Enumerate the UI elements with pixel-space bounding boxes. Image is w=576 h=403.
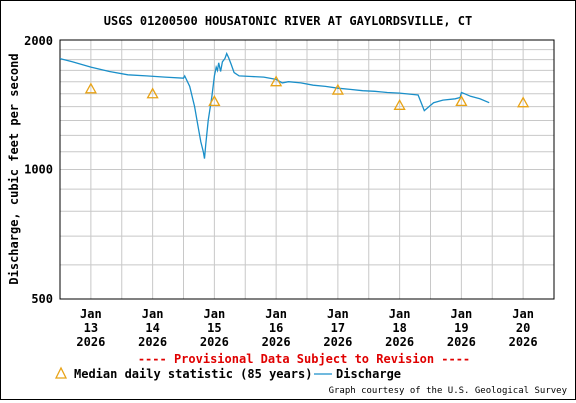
- discharge-line: [59, 51, 490, 159]
- legend-median-icon: [54, 366, 68, 379]
- median-marker: [331, 83, 344, 95]
- x-tick-day: 18: [392, 321, 406, 335]
- plot-area-border: [59, 39, 555, 300]
- median-marker: [455, 95, 468, 107]
- x-tick-month: Jan: [512, 307, 534, 321]
- x-tick-year: 2026: [76, 335, 105, 349]
- y-axis-ticks: 500 1000 2000: [24, 34, 53, 306]
- x-tick-day: 13: [84, 321, 98, 335]
- x-tick-day: 16: [269, 321, 283, 335]
- x-tick-month: Jan: [204, 307, 226, 321]
- x-tick-day: 20: [516, 321, 530, 335]
- median-series: [84, 75, 530, 110]
- x-tick-day: 17: [331, 321, 345, 335]
- x-tick-month: Jan: [80, 307, 102, 321]
- x-tick-day: 14: [145, 321, 159, 335]
- provisional-note: ---- Provisional Data Subject to Revisio…: [138, 352, 470, 366]
- median-marker: [208, 95, 221, 107]
- x-tick-year: 2026: [200, 335, 229, 349]
- x-tick-year: 2026: [323, 335, 352, 349]
- credit-text: Graph courtesy of the U.S. Geological Su…: [329, 386, 568, 396]
- grid-lines: [60, 39, 554, 300]
- median-marker: [517, 96, 530, 108]
- x-tick-year: 2026: [138, 335, 167, 349]
- median-marker: [393, 98, 406, 110]
- x-tick-year: 2026: [447, 335, 476, 349]
- x-axis-ticks: Jan132026Jan142026Jan152026Jan162026Jan1…: [76, 307, 537, 349]
- median-marker: [84, 82, 97, 94]
- x-tick-day: 15: [207, 321, 221, 335]
- legend-discharge-label: Discharge: [336, 367, 401, 381]
- y-tick-label: 500: [31, 292, 53, 306]
- x-tick-month: Jan: [265, 307, 287, 321]
- discharge-series: [59, 51, 490, 159]
- x-tick-month: Jan: [389, 307, 411, 321]
- x-tick-month: Jan: [142, 307, 164, 321]
- chart-title: USGS 01200500 HOUSATONIC RIVER AT GAYLOR…: [104, 14, 472, 28]
- x-tick-month: Jan: [327, 307, 349, 321]
- x-tick-day: 19: [454, 321, 468, 335]
- legend: Median daily statistic (85 years) Discha…: [54, 366, 401, 381]
- y-tick-label: 1000: [24, 163, 53, 177]
- median-marker: [146, 87, 159, 99]
- median-marker: [270, 75, 283, 87]
- x-tick-year: 2026: [262, 335, 291, 349]
- x-tick-year: 2026: [509, 335, 538, 349]
- y-tick-label: 2000: [24, 34, 53, 48]
- y-axis-label: Discharge, cubic feet per second: [7, 53, 21, 284]
- x-tick-month: Jan: [451, 307, 473, 321]
- x-tick-year: 2026: [385, 335, 414, 349]
- legend-median-label: Median daily statistic (85 years): [74, 367, 312, 381]
